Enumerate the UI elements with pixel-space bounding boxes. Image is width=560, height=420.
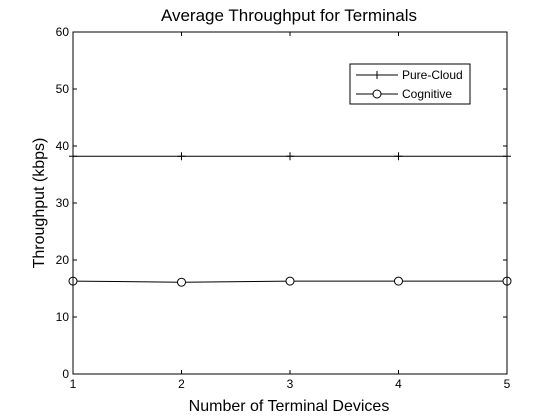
legend-marker-pure-cloud bbox=[373, 71, 381, 79]
y-tick-label-2: 20 bbox=[56, 253, 70, 267]
y-tick-label-5: 50 bbox=[56, 82, 70, 96]
y-tick-label-6: 60 bbox=[56, 25, 70, 39]
legend-label-cognitive: Cognitive bbox=[402, 87, 452, 101]
point-cognitive-2 bbox=[285, 276, 295, 286]
y-tick-label-0: 0 bbox=[62, 367, 69, 381]
chart-title: Average Throughput for Terminals bbox=[161, 6, 417, 25]
x-tick-label-4: 5 bbox=[504, 377, 511, 391]
point-pure-cloud-1 bbox=[177, 152, 186, 161]
y-axis-label: Throughput (kbps) bbox=[31, 138, 48, 269]
y-tick-label-3: 30 bbox=[56, 196, 70, 210]
legend: Pure-Cloud Cognitive bbox=[349, 63, 471, 105]
y-tick-label-1: 10 bbox=[56, 310, 70, 324]
legend-marker-cognitive bbox=[372, 89, 382, 99]
point-cognitive-3 bbox=[394, 276, 403, 286]
point-pure-cloud-2 bbox=[286, 152, 294, 161]
x-tick-label-1: 2 bbox=[178, 377, 185, 391]
point-pure-cloud-3 bbox=[394, 152, 403, 161]
x-tick-label-2: 3 bbox=[287, 377, 294, 391]
legend-box bbox=[349, 63, 471, 105]
point-cognitive-1 bbox=[177, 277, 186, 287]
x-tick-label-0: 1 bbox=[70, 377, 77, 391]
y-axis: 0 10 20 30 40 50 60 bbox=[56, 25, 507, 381]
x-tick-label-3: 4 bbox=[395, 377, 402, 391]
x-axis: 1 2 3 4 5 bbox=[70, 32, 511, 391]
legend-entry-pure-cloud: Pure-Cloud bbox=[356, 68, 463, 82]
x-axis-label: Number of Terminal Devices bbox=[189, 398, 390, 415]
y-tick-label-4: 40 bbox=[56, 139, 70, 153]
legend-label-pure-cloud: Pure-Cloud bbox=[402, 68, 463, 82]
legend-entry-cognitive: Cognitive bbox=[356, 87, 452, 101]
